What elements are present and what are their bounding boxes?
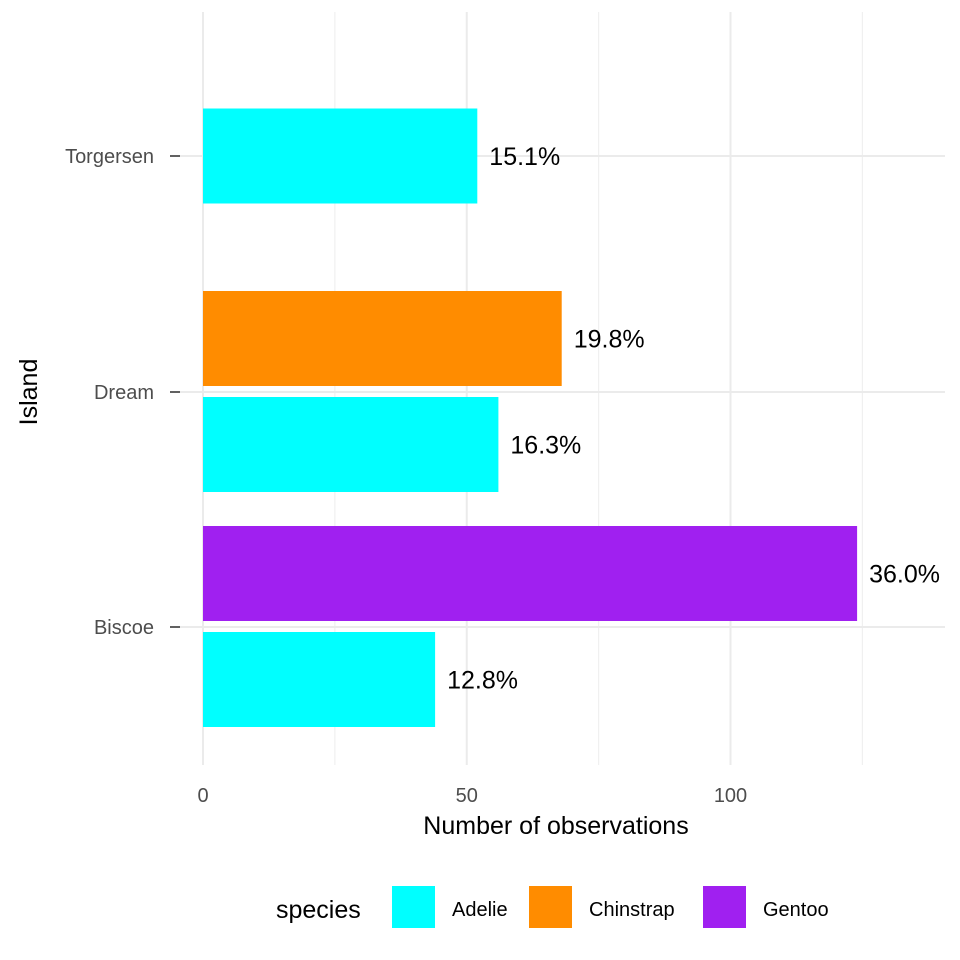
bar-dream-adelie [203,397,499,492]
bar-biscoe-adelie [203,632,436,727]
legend-label: Gentoo [763,899,829,921]
data-label: 12.8% [447,667,518,695]
legend-title: species [276,896,361,924]
y-axis: Biscoe Dream Torgersen [65,146,180,639]
x-tick-label: 50 [456,785,478,807]
data-label: 16.3% [510,432,581,460]
y-tick-label: Biscoe [94,617,154,639]
legend-key-adelie [392,886,435,928]
legend-label: Adelie [452,899,508,921]
legend-label: Chinstrap [589,899,675,921]
x-axis: 0 50 100 [197,785,747,807]
bar-dream-chinstrap [203,291,562,386]
bars [203,108,858,727]
x-tick-label: 0 [197,785,208,807]
y-tick-label: Dream [94,382,154,404]
legend: species Adelie Chinstrap Gentoo [276,886,829,928]
data-label: 15.1% [489,143,560,171]
data-label: 19.8% [574,326,645,354]
x-tick-label: 100 [714,785,747,807]
data-label: 36.0% [869,561,940,589]
legend-key-chinstrap [529,886,572,928]
y-tick-label: Torgersen [65,146,154,168]
y-axis-title: Island [15,359,43,426]
legend-key-gentoo [703,886,746,928]
data-labels: 36.0% 12.8% 19.8% 16.3% 15.1% [447,143,940,695]
x-axis-title: Number of observations [423,812,688,840]
bar-torgersen-adelie [203,108,478,204]
bar-biscoe-gentoo [203,526,858,621]
